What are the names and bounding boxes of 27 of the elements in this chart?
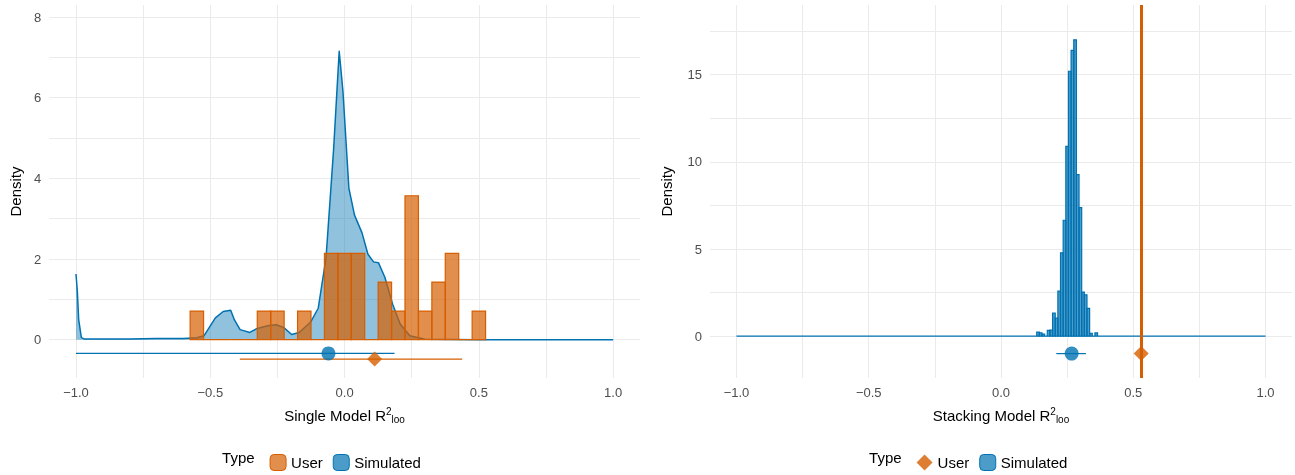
y-tick-label: 10: [687, 154, 702, 170]
x-tick-label: 1.0: [1256, 385, 1275, 400]
legend-label: User: [291, 454, 323, 471]
y-axis-title: Density: [658, 166, 675, 217]
x-tick-label: −1.0: [723, 385, 750, 400]
x-tick-label: −1.0: [63, 385, 89, 400]
y-tick-label: 15: [687, 67, 702, 83]
x-tick-label: 1.0: [604, 385, 623, 400]
legend-title: Type: [222, 449, 255, 466]
y-tick-label: 6: [33, 90, 42, 106]
legend-label: Simulated: [1000, 454, 1068, 471]
y-tick-label: 8: [33, 9, 42, 25]
x-tick-label: −0.5: [855, 385, 882, 400]
y-tick-label: 4: [33, 170, 42, 186]
y-axis-title: Density: [7, 166, 24, 217]
x-tick-label: 0.0: [991, 385, 1011, 400]
legend-title: Type: [869, 449, 902, 466]
legend-label: Simulated: [354, 454, 421, 471]
y-tick-label: 5: [694, 241, 702, 257]
x-tick-label: 0.0: [335, 385, 354, 400]
y-tick-label: 0: [33, 332, 42, 348]
x-tick-label: 0.5: [1124, 385, 1143, 400]
y-tick-label: 0: [694, 328, 702, 344]
y-tick-label: 2: [33, 251, 42, 267]
x-tick-label: −0.5: [197, 385, 224, 400]
x-tick-label: 0.5: [469, 385, 488, 400]
legend-label: User: [937, 454, 970, 471]
